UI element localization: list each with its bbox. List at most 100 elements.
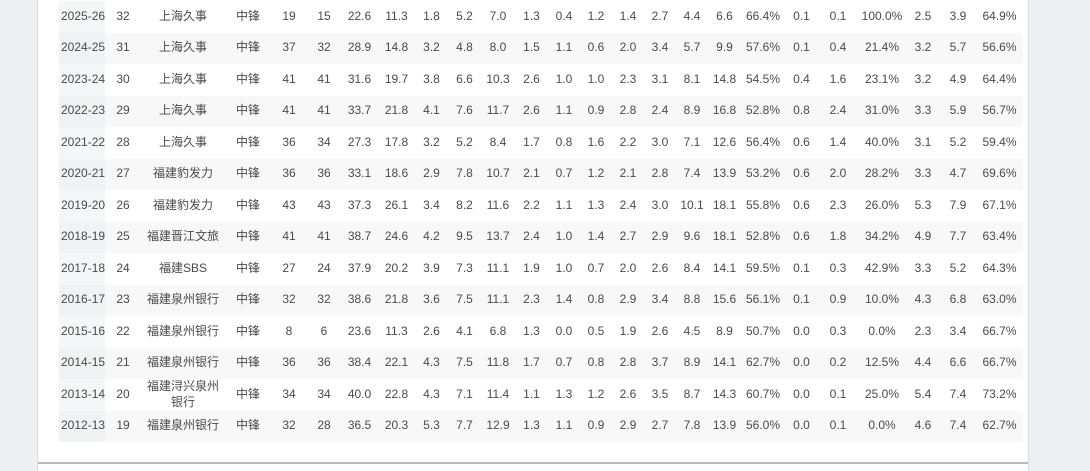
cell-steals: 1.1 xyxy=(548,410,580,442)
cell-assists: 2.6 xyxy=(515,95,548,127)
cell-steals: 0.8 xyxy=(555,134,573,149)
cell-turnovers: 2.9 xyxy=(612,410,644,442)
cell-minutes: 23.6 xyxy=(347,323,372,338)
cell-assists: 2.3 xyxy=(515,284,548,316)
cell-assists: 1.7 xyxy=(523,134,540,149)
cell-field-goals-made: 8.9 xyxy=(676,347,708,379)
cell-fouls: 2.6 xyxy=(651,323,669,338)
cell-season: 2013-14 xyxy=(59,379,105,411)
cell-season: 2025-26 xyxy=(59,1,105,33)
cell-free-throws-attempted: 5.2 xyxy=(949,260,967,275)
cell-fouls: 3.5 xyxy=(651,386,669,401)
cell-three-pt-pct: 12.5% xyxy=(858,347,906,379)
cell-team: 上海久事 xyxy=(158,71,207,86)
cell-games-started: 36 xyxy=(307,347,341,379)
cell-three-pt-made: 0.6 xyxy=(785,158,818,190)
cell-three-pt-made: 0.1 xyxy=(785,32,818,64)
cell-rebounds: 10.7 xyxy=(481,158,515,190)
cell-rebounds: 13.7 xyxy=(481,221,515,253)
cell-position: 中锋 xyxy=(225,95,271,127)
cell-games-started: 34 xyxy=(317,386,331,401)
cell-field-goals-made: 7.1 xyxy=(683,134,701,149)
table-row: 2017-18 24 福建SBS 中锋 27 24 37.9 20.2 3.9 7.3 11.1 1.… xyxy=(59,253,1023,285)
cell-turnovers: 2.2 xyxy=(619,134,637,149)
cell-steals: 1.1 xyxy=(555,197,573,212)
cell-turnovers: 1.9 xyxy=(619,323,637,338)
cell-season: 2016-17 xyxy=(59,284,105,316)
cell-age: 31 xyxy=(105,32,141,64)
cell-field-goal-pct: 56.1% xyxy=(741,284,785,316)
table-row: 2015-16 22 福建泉州银行 中锋 8 6 23.6 11.3 2.6 4.1 6.8 1.3 0… xyxy=(59,316,1023,348)
cell-games-played: 34 xyxy=(282,386,296,401)
cell-three-pt-made: 0.1 xyxy=(793,8,810,23)
cell-free-throws-made: 3.3 xyxy=(906,95,940,127)
cell-season: 2020-21 xyxy=(59,158,105,190)
cell-age: 26 xyxy=(116,197,130,212)
cell-three-pt-attempted: 0.1 xyxy=(829,386,847,401)
cell-three-pt-made: 0.0 xyxy=(785,347,818,379)
cell-rebounds: 6.8 xyxy=(489,323,507,338)
cell-points: 21.8 xyxy=(378,95,415,127)
cell-free-throw-pct: 67.1% xyxy=(982,197,1017,212)
cell-three-pt-pct: 34.2% xyxy=(858,221,906,253)
cell-defensive-rebounds: 7.7 xyxy=(448,410,481,442)
table-row: 2020-21 27 福建豹发力 中锋 36 36 33.1 18.6 2.9 7.8 10.7 2.… xyxy=(59,158,1023,190)
cell-free-throws-attempted: 7.4 xyxy=(940,410,976,442)
cell-games-played: 36 xyxy=(282,134,296,149)
cell-three-pt-attempted: 0.9 xyxy=(818,284,858,316)
cell-free-throws-attempted: 4.9 xyxy=(949,71,967,86)
cell-blocks: 0.6 xyxy=(580,32,612,64)
cell-field-goal-pct: 50.7% xyxy=(745,323,781,338)
cell-offensive-rebounds: 1.8 xyxy=(423,8,440,23)
cell-free-throws-attempted: 6.6 xyxy=(940,347,976,379)
cell-age: 23 xyxy=(105,284,141,316)
cell-offensive-rebounds: 2.6 xyxy=(423,323,440,338)
cell-field-goal-pct: 59.5% xyxy=(745,260,781,275)
cell-turnovers: 2.6 xyxy=(619,386,637,401)
cell-rebounds: 7.0 xyxy=(489,8,507,23)
cell-free-throw-pct: 69.6% xyxy=(976,158,1023,190)
cell-field-goal-pct: 56.0% xyxy=(741,410,785,442)
cell-steals: 0.0 xyxy=(555,323,573,338)
cell-points: 20.2 xyxy=(384,260,409,275)
cell-points: 24.6 xyxy=(378,221,415,253)
cell-three-pt-attempted: 0.4 xyxy=(818,32,858,64)
cell-assists: 2.6 xyxy=(523,71,540,86)
cell-field-goals-made: 8.1 xyxy=(683,71,701,86)
cell-season: 2022-23 xyxy=(59,95,105,127)
cell-minutes: 40.0 xyxy=(347,386,372,401)
cell-games-played: 27 xyxy=(282,260,296,275)
cell-blocks: 1.2 xyxy=(580,158,612,190)
cell-free-throw-pct: 63.0% xyxy=(976,284,1023,316)
cell-rebounds: 10.3 xyxy=(486,71,510,86)
cell-three-pt-made: 0.0 xyxy=(793,323,810,338)
table-bottom-divider xyxy=(38,462,1028,464)
cell-blocks: 1.6 xyxy=(587,134,605,149)
cell-defensive-rebounds: 7.5 xyxy=(448,284,481,316)
cell-points: 14.8 xyxy=(378,32,415,64)
cell-games-started: 6 xyxy=(320,323,328,338)
cell-field-goals-attempted: 14.3 xyxy=(712,386,737,401)
cell-season: 2012-13 xyxy=(59,410,105,442)
cell-three-pt-pct: 0.0% xyxy=(858,410,906,442)
cell-three-pt-pct: 23.1% xyxy=(864,71,900,86)
cell-season: 2021-22 xyxy=(59,127,105,159)
cell-steals: 0.4 xyxy=(555,8,573,23)
cell-fouls: 3.7 xyxy=(644,347,676,379)
cell-games-played: 19 xyxy=(282,8,296,23)
cell-position: 中锋 xyxy=(225,284,271,316)
cell-three-pt-attempted: 1.8 xyxy=(818,221,858,253)
cell-three-pt-made: 0.1 xyxy=(785,284,818,316)
cell-blocks: 1.3 xyxy=(587,197,605,212)
cell-offensive-rebounds: 4.3 xyxy=(415,347,448,379)
cell-field-goal-pct: 57.6% xyxy=(741,32,785,64)
cell-field-goals-made: 10.1 xyxy=(680,197,704,212)
cell-field-goals-attempted: 14.8 xyxy=(712,71,737,86)
cell-three-pt-made: 0.6 xyxy=(785,221,818,253)
cell-three-pt-made: 0.8 xyxy=(785,95,818,127)
stats-table-wrap: 2025-26 32 上海久事 中锋 19 15 22.6 11.3 1.8 5.2 7.0 1.3 0… xyxy=(38,0,1028,442)
cell-defensive-rebounds: 5.2 xyxy=(456,134,473,149)
cell-offensive-rebounds: 4.3 xyxy=(423,386,440,401)
cell-games-started: 34 xyxy=(317,134,331,149)
